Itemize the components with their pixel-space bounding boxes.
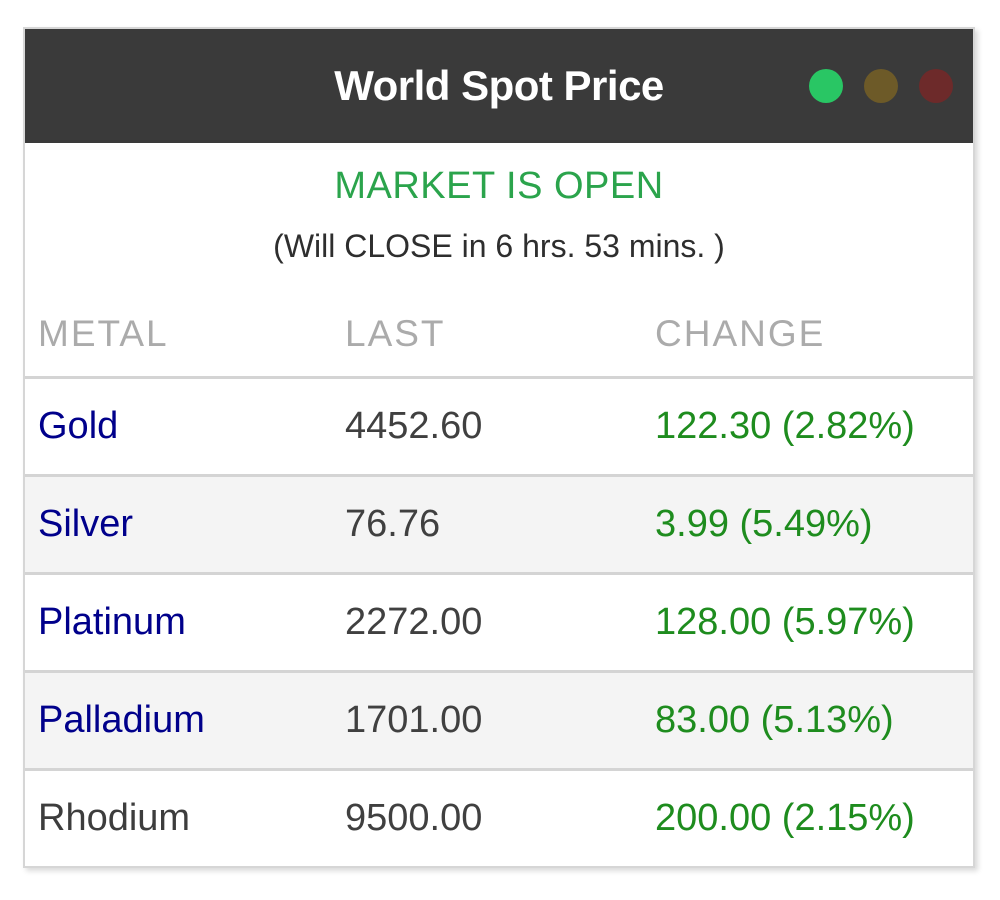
- green-dot-icon: [809, 69, 843, 103]
- last-price-value: 4452.60: [345, 405, 483, 447]
- window-dots: [809, 29, 953, 143]
- column-header-metal: METAL: [38, 312, 169, 354]
- table-header-row: METAL LAST CHANGE: [25, 291, 973, 378]
- metal-link[interactable]: Palladium: [38, 699, 205, 741]
- metal-link[interactable]: Gold: [38, 405, 119, 447]
- table-row: Platinum 2272.00 128.00 (5.97%): [25, 573, 973, 672]
- change-value: 200.00 (2.15%): [655, 797, 915, 839]
- change-value: 3.99 (5.49%): [655, 503, 873, 545]
- metal-link[interactable]: Platinum: [38, 601, 186, 643]
- metal-label: Rhodium: [38, 797, 191, 839]
- table-row: Gold 4452.60 122.30 (2.82%): [25, 377, 973, 476]
- spot-price-table-body: Gold 4452.60 122.30 (2.82%) Silver 76.76…: [25, 377, 973, 867]
- last-price-value: 2272.00: [345, 601, 483, 643]
- table-row: Palladium 1701.00 83.00 (5.13%): [25, 671, 973, 770]
- change-value: 83.00 (5.13%): [655, 699, 894, 741]
- column-header-change: CHANGE: [655, 312, 826, 354]
- change-value: 128.00 (5.97%): [655, 601, 915, 643]
- world-spot-price-widget: World Spot Price MARKET IS OPEN (Will CL…: [23, 27, 975, 868]
- spot-price-table: METAL LAST CHANGE Gold 4452.60 122.30 (2…: [25, 291, 973, 866]
- market-countdown-label: (Will CLOSE in 6 hrs. 53 mins. ): [273, 228, 725, 264]
- titlebar: World Spot Price: [25, 29, 973, 143]
- last-price-value: 9500.00: [345, 797, 483, 839]
- table-row: Silver 76.76 3.99 (5.49%): [25, 475, 973, 574]
- last-price-value: 76.76: [345, 503, 441, 545]
- column-header-last: LAST: [345, 312, 446, 354]
- metal-link[interactable]: Silver: [38, 503, 134, 545]
- olive-dot-icon: [864, 69, 898, 103]
- table-row: Rhodium 9500.00 200.00 (2.15%): [25, 769, 973, 867]
- last-price-value: 1701.00: [345, 699, 483, 741]
- market-status-section: MARKET IS OPEN (Will CLOSE in 6 hrs. 53 …: [25, 143, 973, 291]
- widget-title: World Spot Price: [334, 62, 664, 109]
- change-value: 122.30 (2.82%): [655, 405, 915, 447]
- red-dot-icon: [919, 69, 953, 103]
- market-state-label: MARKET IS OPEN: [334, 165, 664, 207]
